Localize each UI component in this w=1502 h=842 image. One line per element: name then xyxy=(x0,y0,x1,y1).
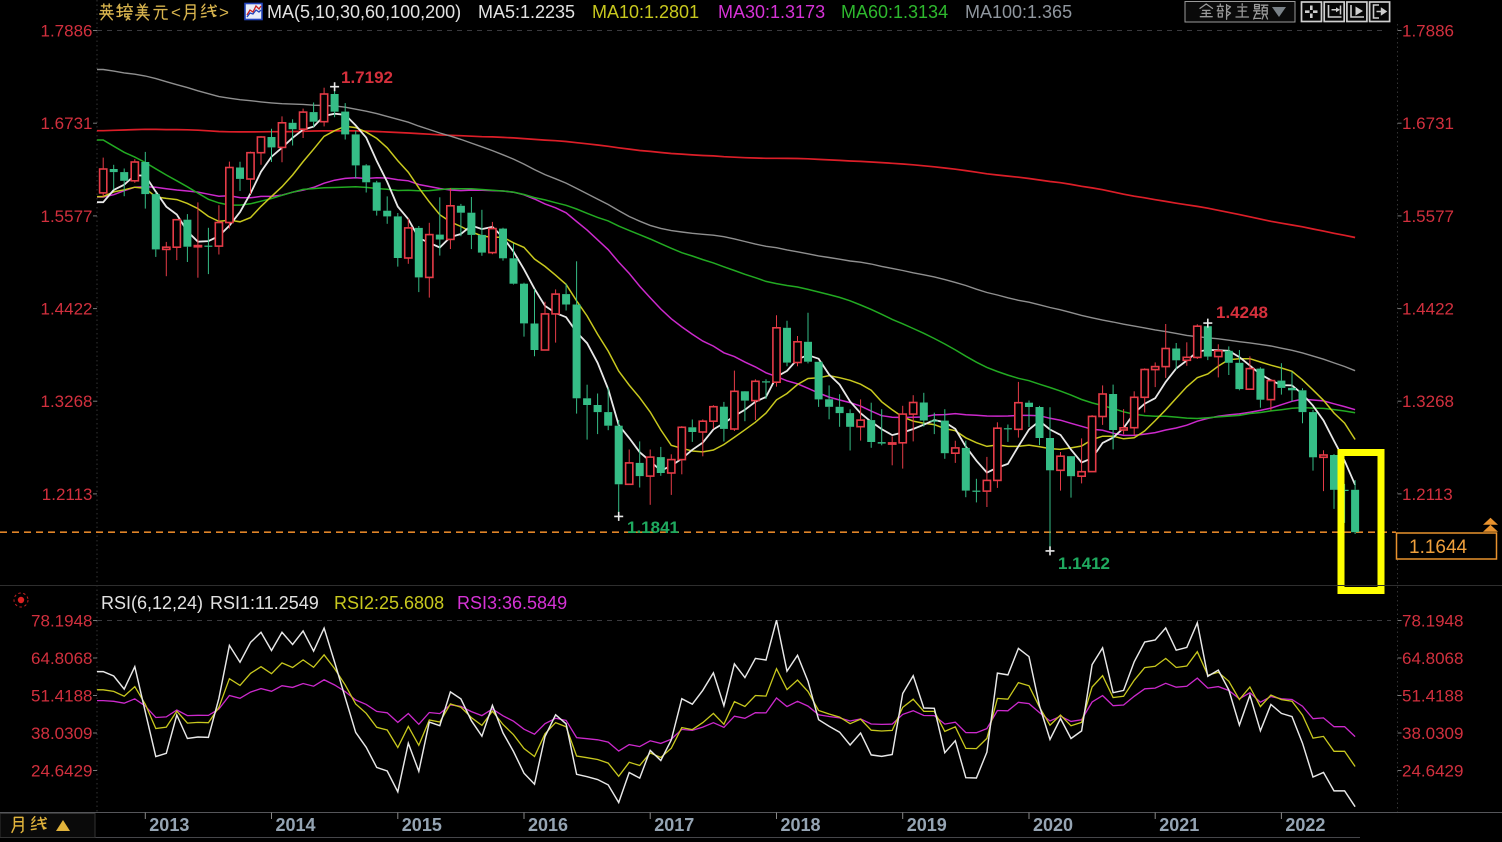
svg-text:24.6429: 24.6429 xyxy=(1402,762,1463,781)
svg-text:2020: 2020 xyxy=(1033,815,1073,835)
svg-text:2018: 2018 xyxy=(781,815,821,835)
svg-text:1.7886: 1.7886 xyxy=(41,22,93,41)
svg-text:2015: 2015 xyxy=(402,815,442,835)
svg-text:RSI1:11.2549: RSI1:11.2549 xyxy=(210,593,319,613)
svg-text:2013: 2013 xyxy=(149,815,189,835)
svg-text:1.4422: 1.4422 xyxy=(41,300,93,319)
svg-text:1.7886: 1.7886 xyxy=(1402,22,1454,41)
svg-text:MA(5,10,30,60,100,200): MA(5,10,30,60,100,200) xyxy=(267,2,461,22)
svg-text:51.4188: 51.4188 xyxy=(31,687,92,706)
svg-text:38.0309: 38.0309 xyxy=(31,724,92,743)
svg-text:MA100:1.365: MA100:1.365 xyxy=(965,2,1072,22)
svg-text:2019: 2019 xyxy=(907,815,947,835)
svg-text:1.3268: 1.3268 xyxy=(1402,392,1454,411)
svg-text:MA60:1.3134: MA60:1.3134 xyxy=(841,2,948,22)
svg-text:1.6731: 1.6731 xyxy=(1402,114,1454,133)
svg-text:2016: 2016 xyxy=(528,815,568,835)
svg-text:1.2113: 1.2113 xyxy=(1402,485,1453,504)
svg-text:38.0309: 38.0309 xyxy=(1402,724,1463,743)
svg-text:1.5577: 1.5577 xyxy=(1402,207,1454,226)
svg-text:24.6429: 24.6429 xyxy=(31,762,92,781)
svg-text:78.1948: 78.1948 xyxy=(1402,612,1463,631)
svg-text:1.4248: 1.4248 xyxy=(1216,303,1268,322)
svg-text:1.1841: 1.1841 xyxy=(627,518,679,537)
svg-text:1.5577: 1.5577 xyxy=(41,207,93,226)
svg-text:1.3268: 1.3268 xyxy=(41,392,93,411)
svg-text:RSI3:36.5849: RSI3:36.5849 xyxy=(457,593,567,613)
svg-text:2022: 2022 xyxy=(1285,815,1325,835)
svg-text:RSI2:25.6808: RSI2:25.6808 xyxy=(334,593,444,613)
svg-text:2014: 2014 xyxy=(276,815,316,835)
svg-text:51.4188: 51.4188 xyxy=(1402,687,1463,706)
svg-text:RSI(6,12,24): RSI(6,12,24) xyxy=(101,593,203,613)
svg-text:1.6731: 1.6731 xyxy=(41,114,93,133)
svg-text:78.1948: 78.1948 xyxy=(31,612,92,631)
svg-text:2017: 2017 xyxy=(654,815,694,835)
svg-text:>: > xyxy=(219,3,229,22)
svg-text:64.8068: 64.8068 xyxy=(1402,649,1463,668)
svg-text:1.2113: 1.2113 xyxy=(42,485,93,504)
svg-text:MA10:1.2801: MA10:1.2801 xyxy=(592,2,699,22)
svg-text:2021: 2021 xyxy=(1159,815,1199,835)
svg-text:64.8068: 64.8068 xyxy=(31,649,92,668)
svg-text:<: < xyxy=(171,3,181,22)
svg-text:1.7192: 1.7192 xyxy=(341,68,393,87)
svg-text:MA30:1.3173: MA30:1.3173 xyxy=(718,2,825,22)
svg-text:MA5:1.2235: MA5:1.2235 xyxy=(478,2,575,22)
svg-text:1.1412: 1.1412 xyxy=(1058,554,1110,573)
svg-text:1.4422: 1.4422 xyxy=(1402,300,1454,319)
svg-text:1.1644: 1.1644 xyxy=(1409,537,1468,558)
